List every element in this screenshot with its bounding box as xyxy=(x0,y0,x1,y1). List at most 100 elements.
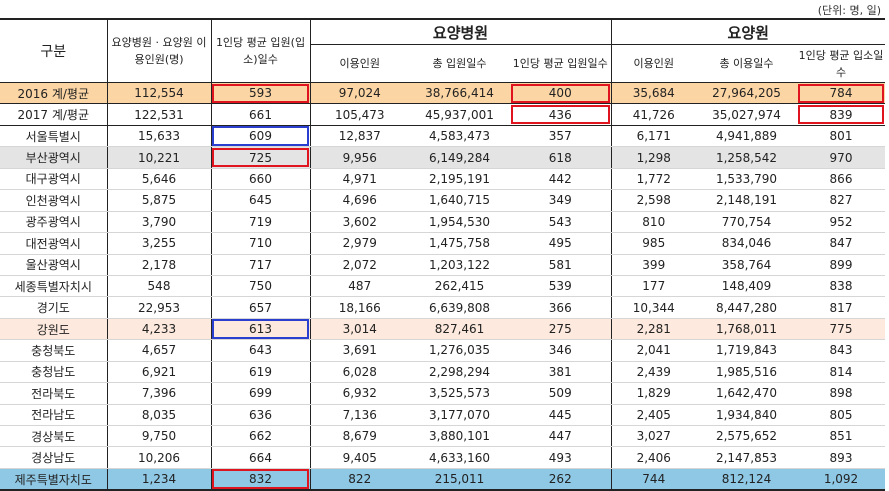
combined-avg-cell: 710 xyxy=(210,232,311,255)
facility-days-cell: 812,124 xyxy=(696,468,797,491)
combined-users-cell: 3,255 xyxy=(106,232,211,255)
header-facility-avg: 1인당 평균 입소일수 xyxy=(797,44,885,83)
hospital-avg-cell: 436 xyxy=(510,103,612,126)
hospital-users-cell: 4,696 xyxy=(310,189,409,212)
hospital-avg-cell: 262 xyxy=(510,468,612,491)
row-label: 전라북도 xyxy=(0,382,107,405)
facility-users-cell: 1,772 xyxy=(611,168,696,191)
facility-avg-cell: 866 xyxy=(797,168,885,191)
facility-days-cell: 4,941,889 xyxy=(696,125,797,148)
facility-avg-cell: 952 xyxy=(797,211,885,234)
row-label: 강원도 xyxy=(0,318,107,341)
facility-days-cell: 1,258,542 xyxy=(696,146,797,169)
hospital-avg-cell: 445 xyxy=(510,404,612,427)
facility-avg-cell: 893 xyxy=(797,446,885,469)
row-label: 부산광역시 xyxy=(0,146,107,169)
facility-avg-cell: 838 xyxy=(797,275,885,298)
combined-avg-cell: 832 xyxy=(210,468,311,491)
hospital-avg-cell: 400 xyxy=(510,82,612,105)
hospital-avg-cell: 509 xyxy=(510,382,612,405)
hospital-users-cell: 487 xyxy=(310,275,409,298)
facility-avg-cell: 839 xyxy=(797,103,885,126)
row-label: 세종특별자치시 xyxy=(0,275,107,298)
hospital-users-cell: 3,602 xyxy=(310,211,409,234)
hospital-days-cell: 1,475,758 xyxy=(409,232,510,255)
row-label: 광주광역시 xyxy=(0,211,107,234)
facility-users-cell: 2,405 xyxy=(611,404,696,427)
facility-days-cell: 1,768,011 xyxy=(696,318,797,341)
hospital-days-cell: 45,937,001 xyxy=(409,103,510,126)
facility-days-cell: 1,719,843 xyxy=(696,339,797,362)
table-row: 인천광역시 5,875 645 4,696 1,640,715 349 2,59… xyxy=(0,189,885,212)
table-row: 세종특별자치시 548 750 487 262,415 539 177 148,… xyxy=(0,275,885,298)
combined-users-cell: 4,657 xyxy=(106,339,211,362)
hospital-days-cell: 6,149,284 xyxy=(409,146,510,169)
table-row: 전라남도 8,035 636 7,136 3,177,070 445 2,405… xyxy=(0,404,885,427)
hospital-users-cell: 822 xyxy=(310,468,409,491)
hospital-days-cell: 6,639,808 xyxy=(409,296,510,319)
table-row: 부산광역시 10,221 725 9,956 6,149,284 618 1,2… xyxy=(0,146,885,169)
facility-users-cell: 744 xyxy=(611,468,696,491)
hospital-days-cell: 4,583,473 xyxy=(409,125,510,148)
facility-users-cell: 985 xyxy=(611,232,696,255)
facility-days-cell: 2,148,191 xyxy=(696,189,797,212)
combined-users-cell: 548 xyxy=(106,275,211,298)
combined-users-cell: 22,953 xyxy=(106,296,211,319)
table-row: 경상남도 10,206 664 9,405 4,633,160 493 2,40… xyxy=(0,446,885,469)
facility-users-cell: 810 xyxy=(611,211,696,234)
hospital-users-cell: 3,691 xyxy=(310,339,409,362)
hospital-days-cell: 215,011 xyxy=(409,468,510,491)
table-row-2016: 2016 계/평균 112,554 593 97,024 38,766,414 … xyxy=(0,82,885,105)
facility-users-cell: 2,406 xyxy=(611,446,696,469)
combined-users-cell: 3,790 xyxy=(106,211,211,234)
facility-days-cell: 770,754 xyxy=(696,211,797,234)
facility-avg-cell: 899 xyxy=(797,254,885,276)
facility-days-cell: 2,575,652 xyxy=(696,425,797,448)
header-hospital-users: 이용인원 xyxy=(310,44,409,83)
header-category: 구분 xyxy=(0,18,107,83)
combined-users-cell: 7,396 xyxy=(106,382,211,405)
header-combined-avg: 1인당 평균 입원(입소)일수 xyxy=(210,18,311,83)
combined-avg-cell: 593 xyxy=(210,82,311,105)
table-row: 제주특별자치도 1,234 832 822 215,011 262 744 81… xyxy=(0,468,885,491)
hospital-avg-cell: 346 xyxy=(510,339,612,362)
hospital-avg-cell: 381 xyxy=(510,361,612,384)
hospital-days-cell: 827,461 xyxy=(409,318,510,341)
facility-users-cell: 2,041 xyxy=(611,339,696,362)
hospital-avg-cell: 543 xyxy=(510,211,612,234)
header-hospital-avg: 1인당 평균 입원일수 xyxy=(510,44,612,83)
facility-days-cell: 2,147,853 xyxy=(696,446,797,469)
combined-avg-cell: 636 xyxy=(210,404,311,427)
combined-users-cell: 8,035 xyxy=(106,404,211,427)
hospital-days-cell: 1,954,530 xyxy=(409,211,510,234)
row-label: 대전광역시 xyxy=(0,232,107,255)
unit-note: (단위: 명, 일) xyxy=(817,4,881,17)
hospital-days-cell: 3,525,573 xyxy=(409,382,510,405)
table-row: 경상북도 9,750 662 8,679 3,880,101 447 3,027… xyxy=(0,425,885,448)
facility-days-cell: 1,985,516 xyxy=(696,361,797,384)
hospital-days-cell: 2,195,191 xyxy=(409,168,510,191)
combined-avg-cell: 699 xyxy=(210,382,311,405)
table-row: 강원도 4,233 613 3,014 827,461 275 2,281 1,… xyxy=(0,318,885,341)
facility-avg-cell: 775 xyxy=(797,318,885,341)
hospital-avg-cell: 442 xyxy=(510,168,612,191)
combined-users-cell: 122,531 xyxy=(106,103,211,126)
facility-days-cell: 27,964,205 xyxy=(696,82,797,105)
facility-users-cell: 177 xyxy=(611,275,696,298)
facility-days-cell: 148,409 xyxy=(696,275,797,298)
combined-avg-cell: 609 xyxy=(210,125,311,148)
combined-users-cell: 15,633 xyxy=(106,125,211,148)
facility-users-cell: 2,439 xyxy=(611,361,696,384)
combined-avg-cell: 750 xyxy=(210,275,311,298)
facility-days-cell: 1,934,840 xyxy=(696,404,797,427)
row-label: 2017 계/평균 xyxy=(0,103,107,126)
facility-users-cell: 399 xyxy=(611,254,696,276)
facility-users-cell: 3,027 xyxy=(611,425,696,448)
hospital-avg-cell: 495 xyxy=(510,232,612,255)
hospital-users-cell: 2,979 xyxy=(310,232,409,255)
hospital-days-cell: 1,203,122 xyxy=(409,254,510,276)
header-facility-users: 이용인원 xyxy=(611,44,696,83)
combined-users-cell: 10,221 xyxy=(106,146,211,169)
row-label: 제주특별자치도 xyxy=(0,468,107,491)
facility-users-cell: 35,684 xyxy=(611,82,696,105)
